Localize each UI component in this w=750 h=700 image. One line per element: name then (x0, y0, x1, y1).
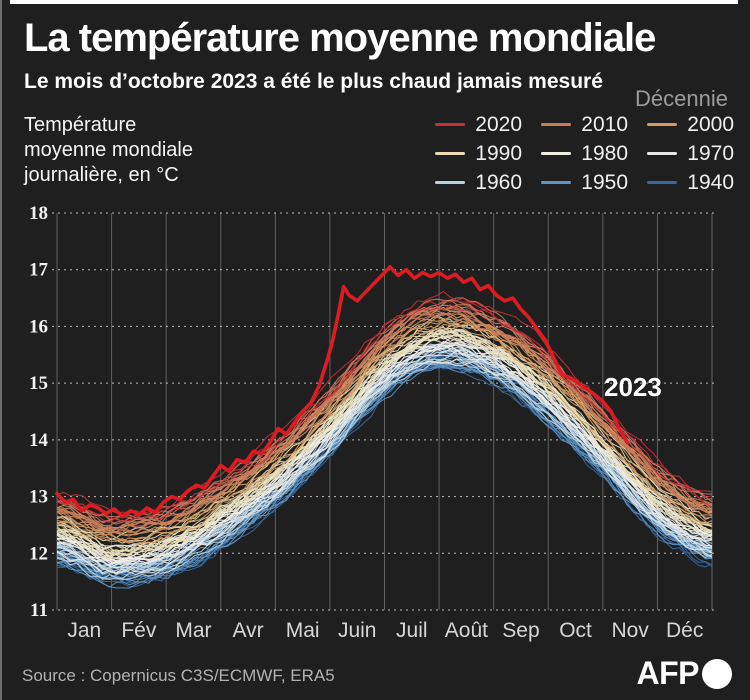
legend-item-2000: 2000 (642, 113, 734, 136)
legend-swatch-icon (435, 123, 466, 126)
legend-item-1950: 1950 (536, 171, 628, 194)
top-accent-bar (10, 0, 738, 4)
legend-item-1940: 1940 (642, 171, 734, 194)
legend-swatch-icon (647, 152, 678, 155)
legend-item-1980: 1980 (536, 142, 628, 165)
legend-item-1960: 1960 (430, 171, 522, 194)
legend-swatch-icon (541, 152, 572, 155)
afp-logo: AFP (636, 655, 732, 692)
legend-label: 1970 (687, 142, 734, 165)
x-tick-label: Avr (232, 619, 263, 642)
y-tick-label: 17 (29, 260, 49, 281)
legend-label: 2020 (475, 113, 522, 136)
y-tick-label: 11 (30, 600, 48, 621)
legend-title: Décennie (635, 86, 728, 111)
x-tick-label: Mar (175, 619, 211, 642)
decade-legend: 2020 2010 2000 1990 1980 1970 1960 1950 1940 (430, 113, 734, 194)
x-tick-label: Mai (286, 619, 320, 642)
x-tick-label: Fév (121, 619, 157, 642)
x-tick-label: Déc (666, 619, 703, 642)
legend-item-1990: 1990 (430, 142, 522, 165)
afp-logo-dot-icon (702, 658, 732, 689)
x-tick-label: Août (445, 619, 488, 642)
source-credit: Source : Copernicus C3S/ECMWF, ERA5 (22, 666, 335, 685)
legend-label: 2000 (687, 113, 734, 136)
legend-swatch-icon (435, 181, 466, 184)
legend-label: 1980 (581, 142, 628, 165)
y-tick-label: 16 (29, 316, 48, 337)
legend-label: 2010 (581, 113, 628, 136)
legend-swatch-icon (541, 181, 572, 184)
legend-item-2020: 2020 (430, 113, 522, 136)
page-title: La température moyenne mondiale (24, 16, 656, 60)
y-tick-label: 12 (29, 543, 48, 564)
axis-labels: 11 12 13 14 15 16 17 18 Jan Fév Mar Avr Mai Juin Juil A… (29, 203, 703, 642)
x-tick-label: Oct (559, 619, 592, 642)
x-tick-label: Juil (396, 619, 428, 642)
legend-swatch-icon (541, 123, 572, 126)
y-tick-label: 14 (29, 430, 49, 451)
legend-swatch-icon (647, 123, 678, 126)
x-tick-label: Juin (338, 619, 377, 642)
x-tick-label: Sep (502, 619, 539, 642)
year-lines (56, 290, 713, 589)
legend-swatch-icon (647, 181, 678, 184)
legend-item-2010: 2010 (536, 113, 628, 136)
x-tick-label: Nov (611, 619, 649, 642)
legend-swatch-icon (435, 152, 466, 155)
legend-item-1970: 1970 (642, 142, 734, 165)
y-tick-label: 18 (29, 203, 48, 224)
legend-label: 1990 (475, 142, 522, 165)
page-subtitle: Le mois d’octobre 2023 a été le plus cha… (24, 70, 603, 93)
legend-label: 1940 (687, 171, 734, 194)
highlight-2023-line (55, 265, 630, 519)
x-tick-label: Jan (67, 619, 101, 642)
legend-label: 1960 (475, 171, 522, 194)
legend-label: 1950 (581, 171, 628, 194)
afp-logo-text: AFP (636, 655, 700, 691)
y-tick-label: 15 (29, 373, 48, 394)
y-axis-title: Température moyenne mondiale journalière… (24, 114, 193, 186)
annotation-2023: 2023 (604, 372, 662, 402)
y-tick-label: 13 (29, 487, 48, 508)
